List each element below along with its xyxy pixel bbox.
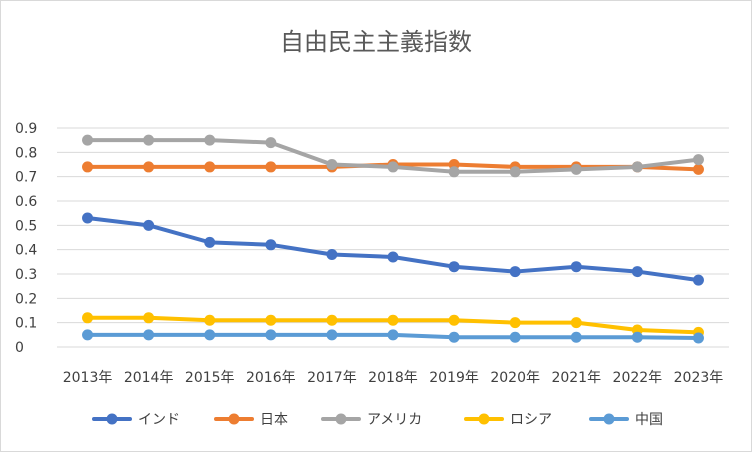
data-point: [692, 163, 704, 175]
y-tick-label: 0.8: [15, 145, 37, 161]
legend-item: インド: [92, 412, 180, 428]
x-tick-label: 2020年: [490, 370, 540, 386]
data-point: [387, 314, 399, 326]
x-tick-label: 2019年: [429, 370, 479, 386]
legend-marker: [335, 413, 347, 425]
data-point: [143, 161, 155, 173]
legend-item: アメリカ: [321, 412, 422, 428]
data-point: [204, 329, 216, 341]
legend-label: 日本: [260, 412, 288, 428]
chart-title: 自由民主主義指数: [280, 28, 472, 56]
data-point: [448, 331, 460, 343]
legend-item: 中国: [589, 412, 663, 428]
data-point: [387, 161, 399, 173]
y-tick-label: 0.9: [15, 121, 37, 137]
x-tick-label: 2023年: [674, 370, 724, 386]
legend-label: アメリカ: [367, 412, 422, 428]
data-point: [143, 312, 155, 324]
data-point: [265, 161, 277, 173]
data-point: [692, 274, 704, 286]
data-point: [387, 251, 399, 263]
y-axis-ticks: 0 0.1 0.2 0.3 0.4 0.5 0.6 0.7 0.8 0.9: [15, 121, 37, 356]
x-tick-label: 2022年: [613, 370, 663, 386]
legend-label: インド: [138, 412, 180, 428]
legend-item: 日本: [214, 412, 288, 428]
data-point: [326, 249, 338, 261]
data-point: [82, 329, 94, 341]
data-point: [387, 329, 399, 341]
data-point: [692, 332, 704, 344]
data-point: [448, 261, 460, 273]
data-point: [631, 331, 643, 343]
legend-marker: [228, 413, 240, 425]
data-point: [82, 134, 94, 146]
data-point: [631, 266, 643, 278]
series-4: [82, 329, 704, 344]
x-tick-label: 2016年: [246, 370, 296, 386]
series-0: [82, 212, 704, 286]
y-tick-label: 0.1: [15, 316, 37, 332]
data-point: [204, 314, 216, 326]
data-point: [82, 161, 94, 173]
y-tick-label: 0: [15, 340, 24, 356]
data-point: [570, 163, 582, 175]
x-tick-label: 2017年: [307, 370, 357, 386]
data-point: [570, 261, 582, 273]
y-tick-label: 0.6: [15, 194, 37, 210]
series-lines: [82, 134, 704, 344]
data-point: [143, 219, 155, 231]
data-point: [631, 161, 643, 173]
data-point: [509, 166, 521, 178]
series-line: [85, 216, 701, 283]
x-tick-label: 2015年: [185, 370, 235, 386]
data-point: [509, 331, 521, 343]
data-point: [265, 137, 277, 149]
data-point: [82, 212, 94, 224]
data-point: [204, 236, 216, 248]
y-tick-label: 0.2: [15, 291, 37, 307]
data-point: [509, 266, 521, 278]
y-tick-label: 0.3: [15, 267, 37, 283]
y-tick-label: 0.4: [15, 243, 37, 259]
gridlines: [57, 127, 729, 348]
y-tick-label: 0.7: [15, 170, 37, 186]
x-tick-label: 2013年: [63, 370, 113, 386]
data-point: [326, 329, 338, 341]
data-point: [143, 134, 155, 146]
data-point: [570, 331, 582, 343]
x-tick-label: 2018年: [368, 370, 418, 386]
legend: インド 日本 アメリカ ロシア 中国: [92, 412, 663, 428]
data-point: [570, 317, 582, 329]
data-point: [82, 312, 94, 324]
data-point: [509, 317, 521, 329]
x-tick-label: 2021年: [551, 370, 601, 386]
data-point: [692, 154, 704, 166]
legend-label: ロシア: [510, 412, 552, 428]
legend-marker: [106, 413, 118, 425]
data-point: [326, 314, 338, 326]
data-point: [265, 239, 277, 251]
series-3: [82, 312, 704, 338]
x-tick-label: 2014年: [124, 370, 174, 386]
data-point: [448, 166, 460, 178]
data-point: [448, 314, 460, 326]
legend-label: 中国: [635, 412, 663, 428]
series-2: [82, 134, 704, 178]
legend-marker: [603, 413, 615, 425]
data-point: [204, 134, 216, 146]
y-tick-label: 0.5: [15, 218, 37, 234]
x-axis-ticks: 2013年 2014年 2015年 2016年 2017年 2018年 2019年 2020年…: [63, 370, 724, 386]
legend-item: ロシア: [464, 412, 552, 428]
data-point: [204, 161, 216, 173]
data-point: [265, 314, 277, 326]
data-point: [326, 159, 338, 170]
data-point: [143, 329, 155, 341]
data-point: [265, 329, 277, 341]
legend-marker: [478, 413, 490, 425]
